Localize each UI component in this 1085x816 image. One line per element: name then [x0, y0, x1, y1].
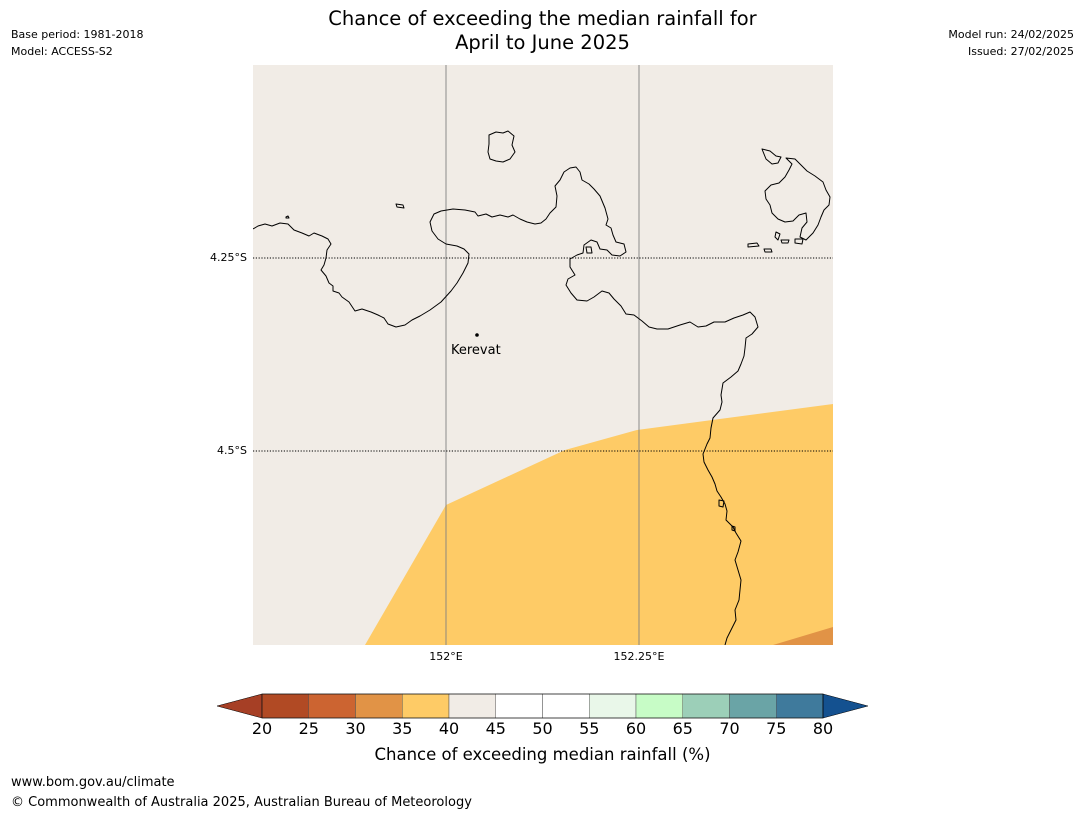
meta-left: Base period: 1981-2018 Model: ACCESS-S2 [11, 26, 143, 60]
colorbar-tick-label: 50 [532, 719, 553, 738]
rainfall-band-30-35 [773, 627, 833, 645]
base-period-text: Base period: 1981-2018 [11, 28, 144, 41]
footer-url: www.bom.gov.au/climate [11, 775, 175, 790]
colorbar-tick-label: 55 [579, 719, 600, 738]
colorbar-segment [402, 693, 450, 719]
issued-text: Issued: 27/02/2025 [967, 45, 1074, 58]
model-text: Model: ACCESS-S2 [11, 45, 113, 58]
colorbar-extend-high [822, 693, 869, 719]
colorbar-segment [589, 693, 637, 719]
map-frame [253, 65, 833, 645]
islet-1 [395, 203, 405, 209]
colorbar-segment [261, 693, 309, 719]
graticule [253, 65, 833, 645]
islet-2 [285, 215, 290, 219]
colorbar-tick-label: 60 [625, 719, 647, 738]
colorbar-tick-label: 65 [672, 719, 693, 738]
islet-7 [794, 238, 804, 245]
place-label-kerevat: Kerevat [451, 343, 501, 358]
islet-3 [747, 242, 760, 248]
colorbar-outline [261, 693, 824, 719]
title-line-2: April to June 2025 [455, 31, 630, 54]
colorbar-tick-label: 30 [345, 719, 366, 738]
colorbar-segment [542, 693, 590, 719]
lat-label-4-25: 4.25°S [210, 251, 247, 264]
model-run-text: Model run: 24/02/2025 [948, 28, 1074, 41]
island-ne [761, 148, 782, 165]
meta-right: Model run: 24/02/2025 Issued: 27/02/2025 [948, 26, 1074, 60]
colorbar-segment [448, 693, 496, 719]
colorbar-tick-label: 70 [719, 719, 740, 738]
island-east [764, 157, 831, 241]
colorbar-tick-label: 80 [812, 719, 834, 738]
title-line-1: Chance of exceeding the median rainfall … [328, 7, 757, 30]
colorbar-segment [308, 693, 356, 719]
colorbar-tick-label: 35 [392, 719, 413, 738]
islet-6 [780, 239, 790, 244]
kerevat-marker [475, 333, 479, 337]
colorbar-tick-label: 25 [298, 719, 319, 738]
colorbar-label: Chance of exceeding median rainfall (%) [374, 745, 711, 764]
lon-label-152: 152°E [429, 650, 463, 663]
colorbar-segment [635, 693, 683, 719]
colorbar-segment [776, 693, 824, 719]
lat-label-4-5: 4.5°S [217, 444, 247, 457]
colorbar-segment [682, 693, 730, 719]
colorbar-segment [729, 693, 777, 719]
coastline-main [253, 166, 759, 645]
colorbar-tick-label: 40 [438, 719, 460, 738]
colorbar-segment [355, 693, 403, 719]
rainfall-band-35-40 [365, 404, 833, 645]
colorbar-tick-label: 45 [485, 719, 506, 738]
island-north [487, 130, 516, 163]
islet-4 [763, 248, 773, 253]
colorbar-segments [261, 693, 824, 719]
colorbar-tick-label: 75 [766, 719, 787, 738]
islet-9 [718, 499, 725, 508]
islet-5 [774, 231, 781, 241]
coastline [253, 130, 831, 645]
colorbar-graphic [216, 693, 869, 719]
chart-title: Chance of exceeding the median rainfall … [0, 7, 1085, 55]
colorbar-tick-label: 20 [251, 719, 273, 738]
islet-8 [585, 246, 593, 254]
islet-10 [731, 525, 736, 532]
colorbar-segment [495, 693, 543, 719]
lon-label-152-25: 152.25°E [613, 650, 665, 663]
colorbar-extend-low [216, 693, 263, 719]
footer-copyright: © Commonwealth of Australia 2025, Austra… [11, 795, 472, 810]
